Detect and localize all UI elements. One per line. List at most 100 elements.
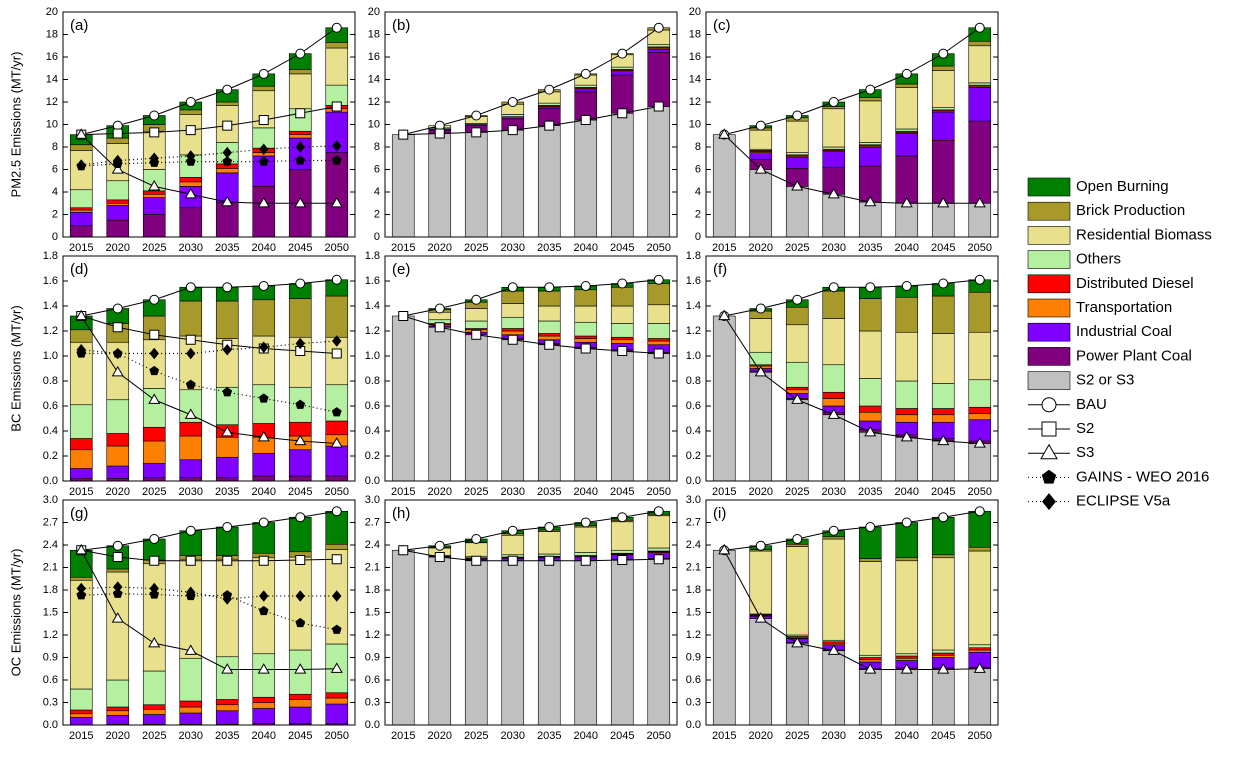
bar-segment — [537, 305, 561, 322]
y-tick-label: 1.0 — [365, 350, 380, 362]
bar-segment — [895, 436, 919, 482]
legend-swatch — [1027, 201, 1071, 221]
bar-segment — [501, 339, 525, 482]
legend-label: Industrial Coal — [1076, 323, 1172, 340]
marker — [259, 143, 269, 155]
y-tick-label: 1.5 — [686, 606, 701, 618]
y-tick-label: 1.5 — [365, 606, 380, 618]
marker — [900, 430, 913, 442]
bar-segment — [288, 130, 312, 135]
bar-segment — [106, 706, 130, 712]
y-tick-label: 20 — [689, 6, 701, 18]
marker — [471, 294, 482, 305]
marker — [112, 128, 123, 139]
marker — [257, 663, 270, 674]
plot-frame — [705, 11, 999, 238]
x-tick-label: 2015 — [712, 242, 736, 254]
bar-segment — [106, 219, 130, 238]
bar-segment — [288, 449, 312, 477]
marker — [580, 555, 591, 566]
marker — [295, 512, 306, 523]
bar-segment — [968, 291, 992, 333]
marker — [332, 335, 342, 347]
marker — [471, 534, 482, 544]
bar-segment — [252, 85, 276, 92]
marker — [471, 555, 482, 566]
bar-segment — [858, 378, 882, 407]
legend-label: BAU — [1076, 396, 1107, 413]
bar-segment — [69, 189, 93, 209]
bar-segment — [428, 326, 452, 482]
y-axis-title: BC Emissions (MT/yr) — [8, 305, 23, 431]
y-tick-label: 3.0 — [43, 494, 58, 506]
bar-segment — [325, 295, 349, 338]
bar-segment — [785, 386, 809, 391]
y-tick-label: 0.9 — [43, 651, 58, 663]
legend-label: GAINS - WEO 2016 — [1076, 468, 1209, 485]
bar-segment — [325, 475, 349, 482]
bar-segment — [858, 100, 882, 143]
x-tick-label: 2030 — [179, 242, 203, 254]
y-tick-label: 1.2 — [43, 629, 58, 641]
plot-frame — [384, 11, 678, 238]
bar-segment — [574, 335, 598, 339]
x-tick-label: 2045 — [931, 486, 955, 498]
y-tick-label: 0.0 — [365, 475, 380, 487]
bar-segment — [968, 510, 992, 548]
bar-segment — [895, 408, 919, 416]
bar-segment — [647, 283, 671, 306]
bar-segment — [106, 445, 130, 467]
bar-segment — [288, 298, 312, 338]
series-line — [724, 510, 980, 551]
y-tick-label: 0.4 — [43, 425, 58, 437]
marker — [755, 303, 766, 314]
marker — [580, 115, 591, 125]
marker — [184, 644, 197, 655]
bar-segment — [142, 440, 166, 464]
y-tick-label: 1.8 — [43, 584, 58, 596]
bar-segment — [822, 650, 846, 726]
marker — [937, 196, 950, 208]
bar-segment — [179, 459, 203, 478]
y-tick-label: 1.0 — [43, 350, 58, 362]
marker — [791, 393, 804, 404]
marker — [113, 154, 123, 167]
marker — [112, 540, 123, 551]
bar-segment — [895, 128, 919, 132]
marker — [222, 146, 232, 159]
x-tick-label: 2015 — [69, 242, 93, 254]
x-tick-label: 2030 — [179, 486, 203, 498]
bar-segment — [931, 333, 955, 384]
bar-segment — [858, 431, 882, 482]
y-tick-label: 6 — [695, 163, 701, 175]
marker — [507, 282, 518, 293]
bar-segment — [931, 440, 955, 482]
bar-segment — [142, 339, 166, 389]
bar-segment — [785, 324, 809, 363]
marker — [827, 187, 840, 199]
y-tick-label: 3.0 — [365, 494, 380, 506]
marker — [1040, 443, 1058, 460]
marker — [258, 517, 269, 528]
marker — [865, 522, 876, 532]
bar-segment — [215, 168, 239, 174]
y-tick-label: 0.6 — [686, 400, 701, 412]
bar-segment — [931, 649, 955, 654]
plot-frame — [705, 499, 999, 726]
x-tick-label: 2015 — [712, 730, 736, 742]
marker — [507, 125, 518, 136]
y-tick-label: 0.4 — [686, 425, 701, 437]
bar-segment — [215, 710, 239, 725]
bar-segment — [325, 47, 349, 86]
bar-segment — [106, 433, 130, 447]
y-tick-label: 10 — [368, 118, 380, 130]
bar-segment — [931, 554, 955, 559]
marker — [653, 22, 664, 33]
bar-segment — [537, 560, 561, 726]
bar-segment — [785, 186, 809, 238]
bar-segment — [325, 42, 349, 49]
marker — [294, 663, 307, 674]
bar-segment — [712, 134, 736, 238]
bar-segment — [106, 679, 130, 708]
